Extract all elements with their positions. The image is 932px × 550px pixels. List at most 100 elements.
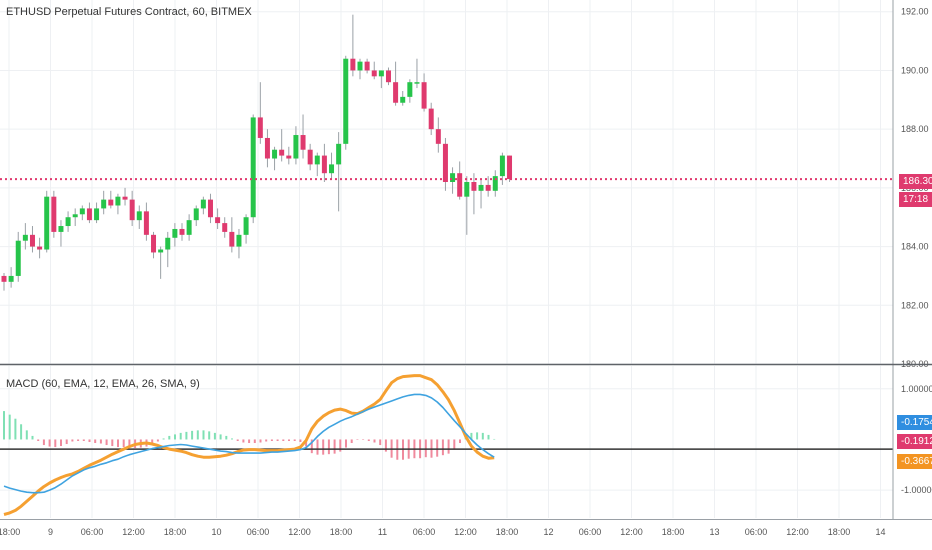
candle-body: [293, 135, 299, 159]
y-tick-label: 192.00: [901, 7, 929, 17]
candle-body: [378, 70, 384, 77]
histogram-bar: [487, 434, 490, 440]
candle-body: [193, 208, 199, 221]
candle: [378, 70, 384, 89]
y-tick-label: 1.000000: [901, 384, 932, 394]
histogram-bar: [322, 439, 325, 455]
macd-title: MACD (60, EMA, 12, EMA, 26, SMA, 9): [6, 378, 200, 390]
histogram-bar: [65, 439, 68, 445]
histogram-bar: [20, 424, 23, 440]
candle: [414, 58, 420, 89]
candle: [215, 208, 221, 229]
x-tick-label: 06:00: [81, 527, 104, 537]
candle-body: [272, 149, 278, 159]
candle-body: [407, 82, 413, 97]
candle-body: [300, 135, 306, 150]
histogram-bar: [60, 439, 62, 447]
histogram-bar: [288, 439, 290, 441]
candle: [450, 167, 456, 194]
histogram-bar: [470, 432, 473, 440]
candle-body: [257, 117, 263, 138]
x-tick-label: 14: [875, 527, 885, 537]
y-tick-label: 182.00: [901, 300, 929, 310]
candle-body: [471, 182, 477, 191]
histogram-bar: [293, 439, 296, 441]
histogram-bar: [14, 418, 17, 440]
histogram-bar: [436, 439, 439, 457]
candle-body: [499, 155, 505, 177]
candle: [151, 231, 157, 259]
histogram-bar: [459, 439, 461, 444]
candle-body: [236, 234, 242, 247]
countdown-tag: 17:18: [899, 192, 932, 207]
candle: [101, 190, 107, 215]
histogram-bar: [117, 439, 119, 448]
histogram-bar: [384, 439, 387, 452]
axes: 18:00 9 06:00 12:00 18:00 10 06:00 12:00 18:00 11…: [0, 0, 932, 537]
candle: [229, 217, 235, 253]
candle: [307, 143, 313, 171]
candle: [115, 193, 121, 215]
candle: [499, 152, 505, 185]
x-tick-label: 18:00: [0, 527, 20, 537]
x-tick-label: 06:00: [413, 527, 436, 537]
candle: [79, 205, 85, 221]
candle: [421, 73, 427, 112]
candle: [22, 223, 28, 250]
candle-body: [79, 208, 85, 215]
candle-body: [464, 182, 470, 197]
candle-body: [329, 164, 335, 174]
candle-body: [143, 211, 149, 235]
histogram-bar: [265, 439, 268, 442]
candle-body: [371, 70, 377, 77]
candle-body: [286, 155, 292, 159]
candle: [507, 155, 513, 182]
candle: [264, 129, 270, 168]
candle: [393, 61, 399, 106]
x-tick-label: 06:00: [579, 527, 602, 537]
histogram-bar: [174, 434, 176, 440]
histogram-bar: [105, 439, 108, 446]
candle-body: [37, 246, 43, 250]
histogram-bar: [128, 439, 131, 448]
x-tick-label: 18:00: [496, 527, 519, 537]
histogram-bar: [185, 431, 188, 440]
candle-body: [158, 249, 164, 253]
candle-body: [343, 58, 349, 144]
candle: [385, 67, 391, 86]
candle-body: [442, 143, 448, 182]
histogram-bar: [333, 439, 336, 454]
histogram-bar: [282, 439, 285, 441]
histogram-bar: [310, 439, 313, 454]
histogram-bar: [493, 438, 496, 440]
histogram-bar: [248, 439, 251, 444]
candle-body: [357, 61, 363, 71]
histogram-bar: [99, 439, 102, 444]
candle: [193, 205, 199, 227]
candle: [122, 187, 128, 206]
histogram-bar: [356, 439, 359, 440]
candle-body: [215, 217, 221, 224]
histogram-bar: [345, 439, 347, 448]
candle: [321, 143, 327, 182]
y-tick-label: 188.00: [901, 124, 929, 134]
x-tick-label: 18:00: [662, 527, 685, 537]
histogram-bar: [276, 439, 279, 441]
macd-value-tag: -0.175498: [897, 415, 932, 430]
candle: [350, 14, 356, 77]
candle: [65, 211, 71, 232]
candle: [129, 190, 135, 227]
candle: [165, 231, 171, 268]
histogram-bar: [122, 439, 125, 448]
candle-body: [492, 176, 498, 191]
y-tick-label: -1.000000: [901, 485, 932, 495]
candle: [336, 132, 342, 212]
candle-body: [115, 196, 121, 206]
candle-body: [65, 217, 71, 227]
candle: [329, 152, 335, 180]
candle: [94, 202, 100, 224]
candle-body: [457, 173, 463, 197]
x-tick-label: 12:00: [122, 527, 145, 537]
candle-body: [421, 82, 427, 109]
